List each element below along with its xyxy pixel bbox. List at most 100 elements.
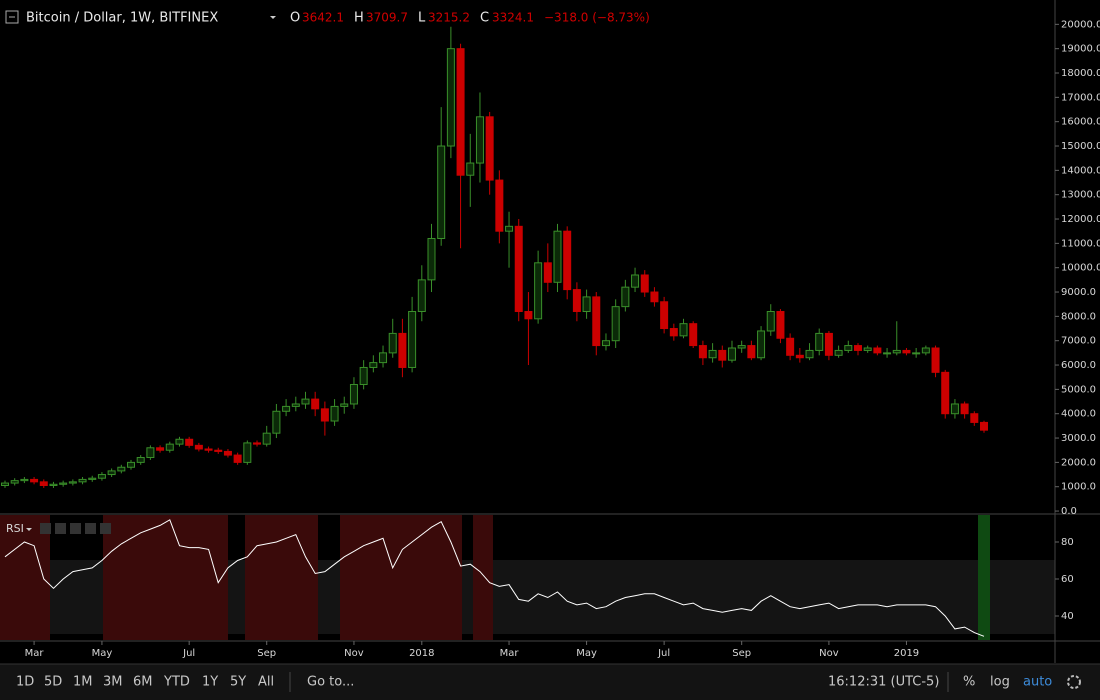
candle-body xyxy=(980,421,988,431)
y-tick-label: 60 xyxy=(1061,574,1074,585)
candle-body xyxy=(10,480,19,484)
candle-body xyxy=(379,352,388,364)
candle-body xyxy=(970,413,979,423)
change-value: −318.0 (−8.73%) xyxy=(544,11,650,25)
candle-body xyxy=(669,328,678,337)
y-tick-label: 13000.0 xyxy=(1061,190,1100,201)
percent-button[interactable]: % xyxy=(963,675,975,690)
candle-body xyxy=(572,289,581,312)
candle-body xyxy=(388,332,397,354)
candle-body xyxy=(853,345,862,351)
dropdown-arrow[interactable] xyxy=(26,528,32,531)
candle-body xyxy=(640,274,649,293)
candle-body xyxy=(563,230,572,291)
y-tick-label: 12000.0 xyxy=(1061,214,1100,225)
dropdown-arrow[interactable] xyxy=(270,16,276,19)
range-button[interactable]: 5Y xyxy=(230,675,246,690)
ohlc-label: H xyxy=(354,11,364,26)
candle-body xyxy=(611,306,620,342)
y-tick-label: 10000.0 xyxy=(1061,263,1100,274)
x-tick-label: Sep xyxy=(732,648,751,659)
y-tick-label: 18000.0 xyxy=(1061,68,1100,79)
rsi-controls xyxy=(40,523,111,534)
ohlc-value: 3642.1 xyxy=(302,11,344,25)
candle-body xyxy=(505,225,514,232)
icon-button[interactable] xyxy=(40,523,51,534)
candle-body xyxy=(340,403,349,407)
candle-body xyxy=(892,349,901,354)
candle-body xyxy=(446,48,455,147)
candle-body xyxy=(185,438,194,446)
range-button[interactable]: 1D xyxy=(16,675,34,690)
y-tick-label: 1000.0 xyxy=(1061,482,1096,493)
candle-body xyxy=(253,442,262,445)
candle-body xyxy=(97,474,106,479)
icon-button[interactable] xyxy=(85,523,96,534)
x-tick-label: 2019 xyxy=(894,648,919,659)
y-tick-label: 11000.0 xyxy=(1061,238,1100,249)
clock: 16:12:31 (UTC-5) xyxy=(828,675,939,690)
candle-body xyxy=(921,347,930,354)
candle-body xyxy=(466,162,475,176)
goto-button[interactable]: Go to... xyxy=(307,675,354,690)
candle-body xyxy=(805,349,814,359)
candle-body xyxy=(757,330,766,359)
candle-body xyxy=(223,450,232,456)
candle-body xyxy=(912,352,921,355)
range-button[interactable]: 1Y xyxy=(202,675,218,690)
collapse-button[interactable] xyxy=(5,10,19,24)
candle-body xyxy=(844,345,853,351)
candle-body xyxy=(660,301,669,330)
rsi-highlight xyxy=(340,515,462,640)
range-button[interactable]: All xyxy=(258,675,274,690)
icon-button[interactable] xyxy=(70,523,81,534)
candle-body xyxy=(631,274,640,288)
range-button[interactable]: 1M xyxy=(73,675,93,690)
candle-body xyxy=(727,347,736,361)
candle-body xyxy=(902,349,911,354)
candle-body xyxy=(747,345,756,359)
range-button[interactable]: 3M xyxy=(103,675,123,690)
candle-body xyxy=(369,362,378,368)
icon-button[interactable] xyxy=(100,523,111,534)
candle-body xyxy=(398,332,407,368)
candle-body xyxy=(650,291,659,303)
rsi-label[interactable]: RSI xyxy=(6,522,24,535)
candle-body xyxy=(59,482,68,485)
candle-body xyxy=(689,323,698,347)
ohlc-value: 3215.2 xyxy=(428,11,470,25)
candle-body xyxy=(834,349,843,356)
settings-button[interactable] xyxy=(1067,675,1081,689)
y-tick-label: 14000.0 xyxy=(1061,165,1100,176)
candle-body xyxy=(543,262,552,283)
y-tick-label: 5000.0 xyxy=(1061,384,1096,395)
range-button[interactable]: 5D xyxy=(44,675,62,690)
candle-body xyxy=(291,403,300,407)
x-tick-label: Jul xyxy=(182,648,195,659)
rsi-highlight xyxy=(978,515,990,640)
candle-body xyxy=(165,443,174,451)
y-tick-label: 15000.0 xyxy=(1061,141,1100,152)
y-tick-label: 40 xyxy=(1061,611,1074,622)
candle-body xyxy=(698,345,707,359)
candle-body xyxy=(49,483,58,487)
auto-button[interactable]: auto xyxy=(1023,675,1052,690)
rsi-bands xyxy=(0,515,1055,640)
log-button[interactable]: log xyxy=(990,675,1010,690)
y-tick-label: 17000.0 xyxy=(1061,92,1100,103)
candle-body xyxy=(795,354,804,359)
range-button[interactable]: 6M xyxy=(133,675,153,690)
icon-button[interactable] xyxy=(55,523,66,534)
candle-body xyxy=(107,470,116,476)
range-button[interactable]: YTD xyxy=(163,675,190,690)
bottom-toolbar xyxy=(0,664,1100,700)
candle-body xyxy=(776,310,785,339)
candle-body xyxy=(941,371,950,415)
y-tick-label: 7000.0 xyxy=(1061,336,1096,347)
candle-body xyxy=(815,332,824,351)
candle-body xyxy=(437,145,446,239)
candle-body xyxy=(349,384,358,405)
candle-body xyxy=(524,310,533,320)
chart-title[interactable]: Bitcoin / Dollar, 1W, BITFINEX xyxy=(26,11,218,26)
